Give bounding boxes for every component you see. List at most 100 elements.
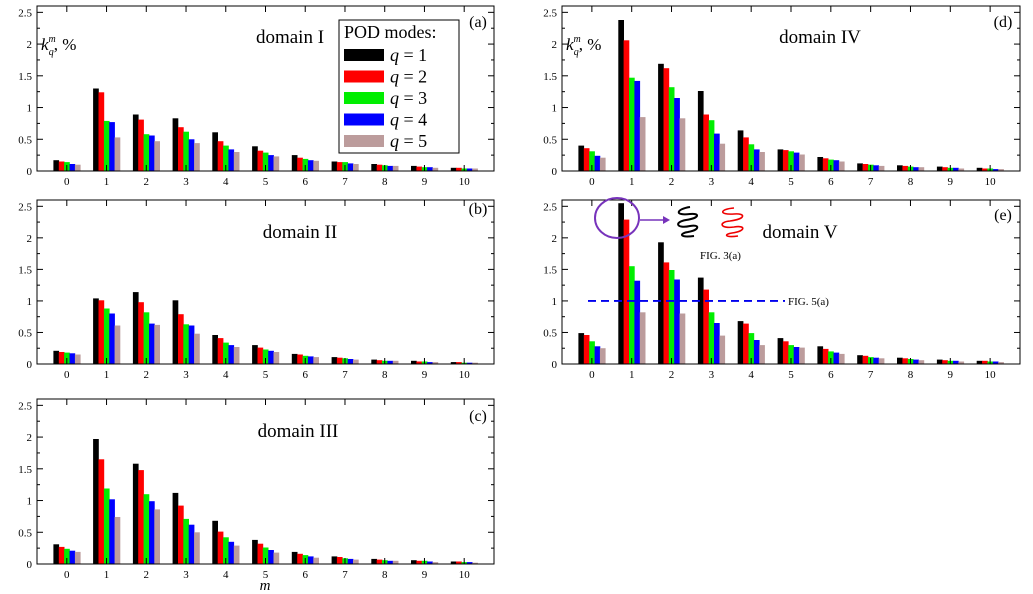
- bar: [188, 139, 195, 171]
- bar: [273, 352, 280, 364]
- y-axis-label-sub: q: [49, 47, 54, 58]
- bar: [634, 280, 641, 364]
- legend-swatch: [344, 92, 384, 104]
- bar: [599, 348, 606, 364]
- bar: [392, 165, 399, 171]
- bar: [297, 553, 303, 564]
- x-tick-label: 2: [144, 176, 150, 188]
- bar: [958, 168, 965, 171]
- bar: [132, 292, 139, 364]
- bar: [69, 164, 76, 171]
- bar: [466, 168, 473, 171]
- bar: [416, 361, 423, 364]
- bar: [98, 459, 105, 564]
- x-tick-label: 10: [459, 569, 471, 581]
- bar: [53, 350, 60, 364]
- bar: [262, 349, 269, 364]
- y-axis-label-unit: , %: [54, 35, 77, 54]
- bar: [976, 167, 983, 171]
- bar: [212, 132, 218, 171]
- y-tick-label: 1: [552, 296, 558, 308]
- bar: [297, 354, 303, 364]
- bar: [918, 167, 925, 171]
- x-tick-label: 4: [223, 569, 229, 581]
- y-tick-label: 1.5: [18, 71, 32, 83]
- bar: [668, 270, 675, 364]
- bar: [998, 169, 1004, 171]
- legend-entry: q = 3: [390, 88, 427, 108]
- bar: [753, 340, 760, 364]
- bar: [98, 92, 105, 171]
- bar: [307, 160, 314, 171]
- x-tick-label: 5: [263, 176, 269, 188]
- x-tick-label: 5: [788, 369, 794, 381]
- legend-entry: q = 2: [390, 67, 427, 87]
- x-tick-label: 3: [709, 369, 715, 381]
- bar: [172, 492, 179, 564]
- bar: [782, 150, 789, 171]
- bar: [737, 130, 744, 171]
- bar: [291, 155, 298, 171]
- bar: [982, 168, 988, 171]
- bar: [456, 561, 462, 564]
- bar: [268, 350, 274, 364]
- bar: [629, 266, 635, 364]
- bar: [777, 338, 784, 364]
- bar: [936, 359, 943, 364]
- bar: [618, 20, 624, 171]
- bar: [58, 161, 65, 171]
- x-tick-label: 8: [908, 369, 914, 381]
- bar: [268, 155, 274, 171]
- bar: [897, 165, 903, 171]
- bar: [114, 325, 121, 364]
- x-tick-label: 8: [382, 176, 388, 188]
- bar: [387, 360, 394, 364]
- legend-entry: q = 4: [390, 110, 427, 130]
- bar: [976, 360, 983, 364]
- chart-panel: 0 0.5 1 1.5 2 2.5 0 1 2 3 4 5 6 7 8 9 10 domain IV (d): [543, 5, 1021, 188]
- bar: [777, 149, 784, 171]
- y-tick-label: 2: [27, 39, 33, 51]
- x-tick-label: 7: [868, 176, 874, 188]
- bar: [233, 152, 240, 171]
- bar: [748, 144, 755, 171]
- y-tick-label: 2.5: [543, 7, 557, 19]
- bar: [759, 345, 765, 364]
- bar: [703, 114, 709, 171]
- bar: [194, 333, 200, 364]
- y-tick-label: 0.5: [18, 327, 32, 339]
- bar: [902, 358, 909, 364]
- x-tick-label: 1: [104, 569, 110, 581]
- bar: [371, 359, 377, 364]
- bar: [347, 558, 354, 564]
- legend-entry-symbol: q: [390, 110, 399, 130]
- fig3-label: FIG. 3(a): [700, 250, 741, 262]
- bar: [589, 341, 595, 364]
- panel-label: (d): [994, 14, 1013, 31]
- bar: [273, 552, 280, 564]
- bar: [838, 161, 845, 171]
- bar: [708, 120, 715, 171]
- y-tick-label: 1.5: [543, 71, 557, 83]
- bar: [817, 346, 824, 364]
- bar: [618, 203, 624, 364]
- bar: [589, 151, 595, 171]
- legend-entry-value: = 2: [399, 67, 427, 87]
- bar: [172, 300, 179, 364]
- x-tick-label: 3: [709, 176, 715, 188]
- bar: [53, 544, 60, 564]
- bar: [674, 279, 680, 364]
- bar: [347, 359, 354, 364]
- bar: [143, 494, 150, 564]
- bar: [862, 164, 869, 171]
- bar: [838, 353, 845, 364]
- bar: [143, 134, 150, 171]
- bar: [307, 356, 314, 364]
- bar: [998, 362, 1004, 364]
- bar: [217, 531, 224, 564]
- x-tick-label: 2: [144, 569, 150, 581]
- bar: [233, 347, 240, 364]
- y-tick-label: 0.5: [18, 527, 32, 539]
- bar: [411, 165, 417, 171]
- bar: [353, 359, 359, 364]
